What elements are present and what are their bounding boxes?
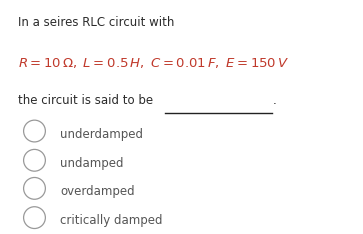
Text: In a seires RLC circuit with: In a seires RLC circuit with bbox=[18, 16, 175, 29]
Text: $R = 10\,\Omega,\; L = 0.5\,H,\; C = 0.01\,F,\; E = 150\,V$: $R = 10\,\Omega,\; L = 0.5\,H,\; C = 0.0… bbox=[18, 56, 289, 70]
Text: undamped: undamped bbox=[60, 157, 123, 170]
Text: underdamped: underdamped bbox=[60, 128, 143, 141]
Text: the circuit is said to be: the circuit is said to be bbox=[18, 94, 153, 107]
Text: overdamped: overdamped bbox=[60, 185, 135, 198]
Text: .: . bbox=[273, 94, 277, 107]
Text: critically damped: critically damped bbox=[60, 214, 162, 227]
